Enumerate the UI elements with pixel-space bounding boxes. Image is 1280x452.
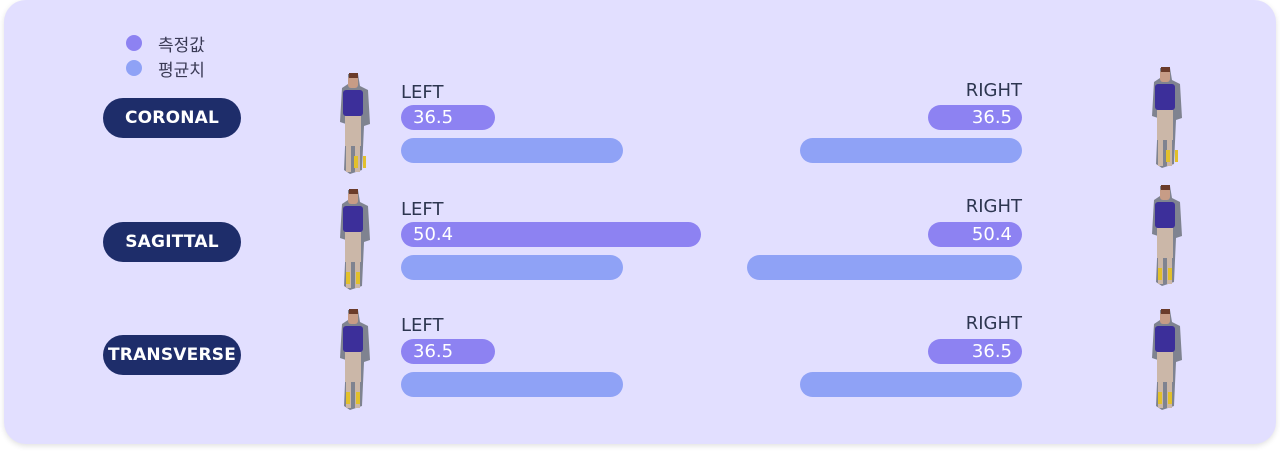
row3-right-value: 36.5	[971, 341, 1012, 362]
legend-average: 평균치	[126, 57, 205, 81]
row1-right-measured-bar: 36.5	[928, 105, 1022, 130]
row2-left-label: LEFT	[401, 199, 444, 220]
row2-left-average-bar	[401, 255, 623, 280]
row3-right-average-bar	[800, 372, 1022, 397]
person-figure-icon	[1144, 182, 1188, 290]
plane-pill-coronal: CORONAL	[103, 98, 241, 138]
person-figure-icon	[332, 70, 376, 178]
row3-right-label: RIGHT	[965, 313, 1022, 334]
row1-left-value: 36.5	[413, 107, 454, 128]
legend-measured: 측정값	[126, 32, 205, 56]
plane-pill-sagittal: SAGITTAL	[103, 222, 241, 262]
posture-panel: 측정값 평균치 CORONAL LEFT 36.5 RIGHT 36.5	[4, 0, 1276, 444]
row1-right-value: 36.5	[971, 107, 1012, 128]
row2-right-label: RIGHT	[965, 196, 1022, 217]
row3-left-label: LEFT	[401, 315, 444, 336]
row3-left-value: 36.5	[413, 341, 454, 362]
row3-left-measured-bar: 36.5	[401, 339, 495, 364]
person-figure-icon	[1144, 64, 1188, 172]
row1-left-measured-bar: 36.5	[401, 105, 495, 130]
person-figure-icon	[332, 186, 376, 294]
row3-right-measured-bar: 36.5	[928, 339, 1022, 364]
row1-left-average-bar	[401, 138, 623, 163]
legend-measured-dot	[126, 35, 142, 51]
row3-left-average-bar	[401, 372, 623, 397]
legend-measured-label: 측정값	[158, 35, 205, 56]
person-figure-icon	[332, 306, 376, 414]
legend-average-label: 평균치	[158, 60, 205, 81]
row1-left-label: LEFT	[401, 82, 444, 103]
plane-pill-transverse: TRANSVERSE	[103, 335, 241, 375]
row2-right-value: 50.4	[971, 224, 1012, 245]
row1-right-average-bar	[800, 138, 1022, 163]
row2-left-value: 50.4	[413, 224, 454, 245]
row2-left-measured-bar: 50.4	[401, 222, 701, 247]
row1-right-label: RIGHT	[965, 80, 1022, 101]
person-figure-icon	[1144, 306, 1188, 414]
row2-right-average-bar	[747, 255, 1022, 280]
row2-right-measured-bar: 50.4	[928, 222, 1022, 247]
legend-average-dot	[126, 60, 142, 76]
